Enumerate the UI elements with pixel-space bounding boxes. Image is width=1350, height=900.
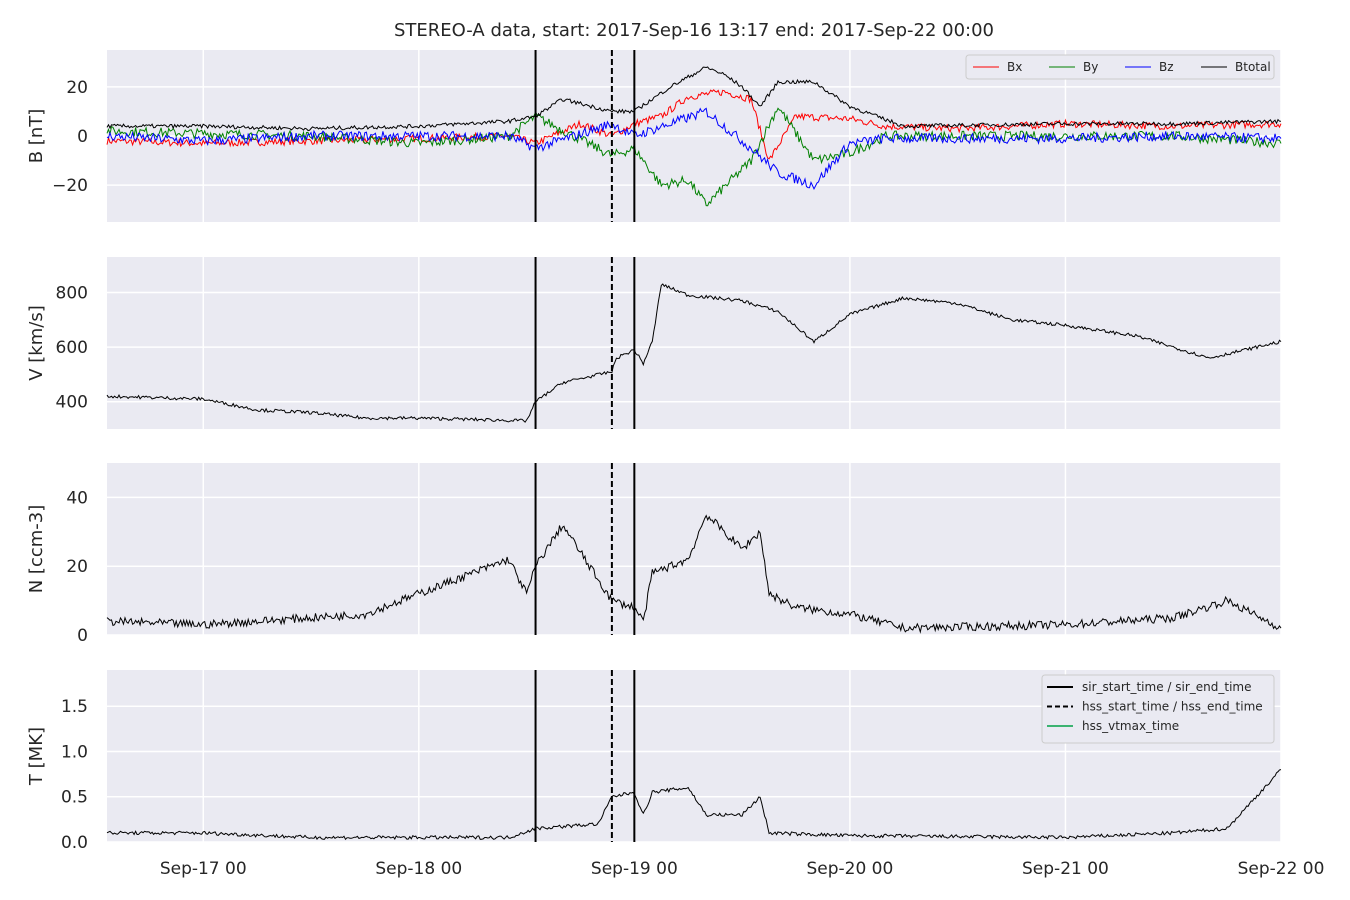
legend-b-box [965, 54, 1275, 80]
panel-v-yticks: 800 600 400 [56, 283, 88, 412]
panel-v-ylabel: V [km/s] [26, 305, 47, 380]
panel-v-series-line [106, 283, 1282, 423]
panel-v-grid [107, 257, 1282, 429]
panel-v: 800 600 400 V [km/s] [26, 257, 1282, 429]
panel-b-series-bx [106, 89, 1282, 160]
x-tick-label: Sep-22 00 [1238, 859, 1325, 879]
legend-b-label-by: By [1083, 60, 1098, 74]
panel-t-ytick-label: 0.5 [61, 788, 88, 808]
panel-n-ytick-label: 0 [77, 626, 88, 646]
panel-b-yticks: 20 0 −20 [52, 78, 88, 196]
x-tick-label: Sep-20 00 [806, 859, 893, 879]
panel-n: 40 20 0 N [ccm-3] [26, 463, 1282, 646]
panel-b-legend: Bx By Bz Btotal [965, 54, 1275, 80]
panel-t-series-line [106, 769, 1282, 841]
panel-b-series-btotal [106, 66, 1282, 132]
panel-n-ylabel: N [ccm-3] [26, 505, 47, 594]
panel-v-ytick-label: 600 [56, 338, 88, 358]
panel-b-ytick-label: −20 [52, 176, 88, 196]
legend-b-label-bz: Bz [1159, 60, 1174, 74]
panel-n-yticks: 40 20 0 [66, 488, 88, 646]
panel-t-yticks: 1.5 1.0 0.5 0.0 [61, 697, 88, 853]
legend-t-box [1041, 674, 1275, 744]
legend-t-label-2: hss_vtmax_time [1082, 719, 1179, 733]
panel-n-series [106, 514, 1282, 634]
panel-n-ytick-label: 40 [66, 488, 88, 508]
panel-b-series [106, 66, 1282, 207]
panel-v-ytick-label: 800 [56, 283, 88, 303]
panel-n-background [107, 463, 1281, 635]
panel-t-series [106, 769, 1282, 841]
panel-n-ytick-label: 20 [66, 557, 88, 577]
legend-b-label-btotal: Btotal [1235, 60, 1271, 74]
figure-title: STEREO-A data, start: 2017-Sep-16 13:17 … [394, 20, 994, 41]
panel-v-event-lines [534, 257, 636, 429]
panel-b-ytick-label: 20 [66, 78, 88, 98]
panel-t: 1.5 1.0 0.5 0.0 T [MK] sir_start_time / sir… [26, 670, 1282, 853]
x-tick-label: Sep-19 00 [591, 859, 678, 879]
panel-t-event-lines [534, 670, 636, 842]
panel-v-background [107, 257, 1281, 429]
panel-t-ylabel: T [MK] [26, 727, 47, 786]
panel-b-ylabel: B [nT] [26, 109, 47, 164]
legend-b-label-bx: Bx [1007, 60, 1022, 74]
panel-b-series-bz [106, 107, 1282, 191]
panel-b-series-by [106, 107, 1282, 207]
x-tick-labels: Sep-17 00 Sep-18 00 Sep-19 00 Sep-20 00 Sep-… [160, 859, 1325, 879]
panel-v-ytick-label: 400 [56, 393, 88, 413]
legend-t-label-1: hss_start_time / hss_end_time [1082, 700, 1263, 714]
panel-t-ytick-label: 1.0 [61, 742, 88, 762]
panel-n-event-lines [534, 463, 636, 635]
panel-b: 20 0 −20 B [nT] Bx By Bz Btotal [26, 50, 1282, 222]
x-tick-label: Sep-18 00 [375, 859, 462, 879]
panel-t-ytick-label: 1.5 [61, 697, 88, 717]
panel-t-legend: sir_start_time / sir_end_time hss_start_t… [1041, 674, 1275, 744]
panel-b-ytick-label: 0 [77, 127, 88, 147]
x-tick-label: Sep-21 00 [1022, 859, 1109, 879]
panel-t-ytick-label: 0.0 [61, 833, 88, 853]
legend-t-label-0: sir_start_time / sir_end_time [1082, 680, 1252, 694]
panel-n-series-line [106, 514, 1282, 634]
panel-b-event-lines [534, 50, 636, 222]
x-tick-label: Sep-17 00 [160, 859, 247, 879]
panel-v-series [106, 283, 1282, 423]
